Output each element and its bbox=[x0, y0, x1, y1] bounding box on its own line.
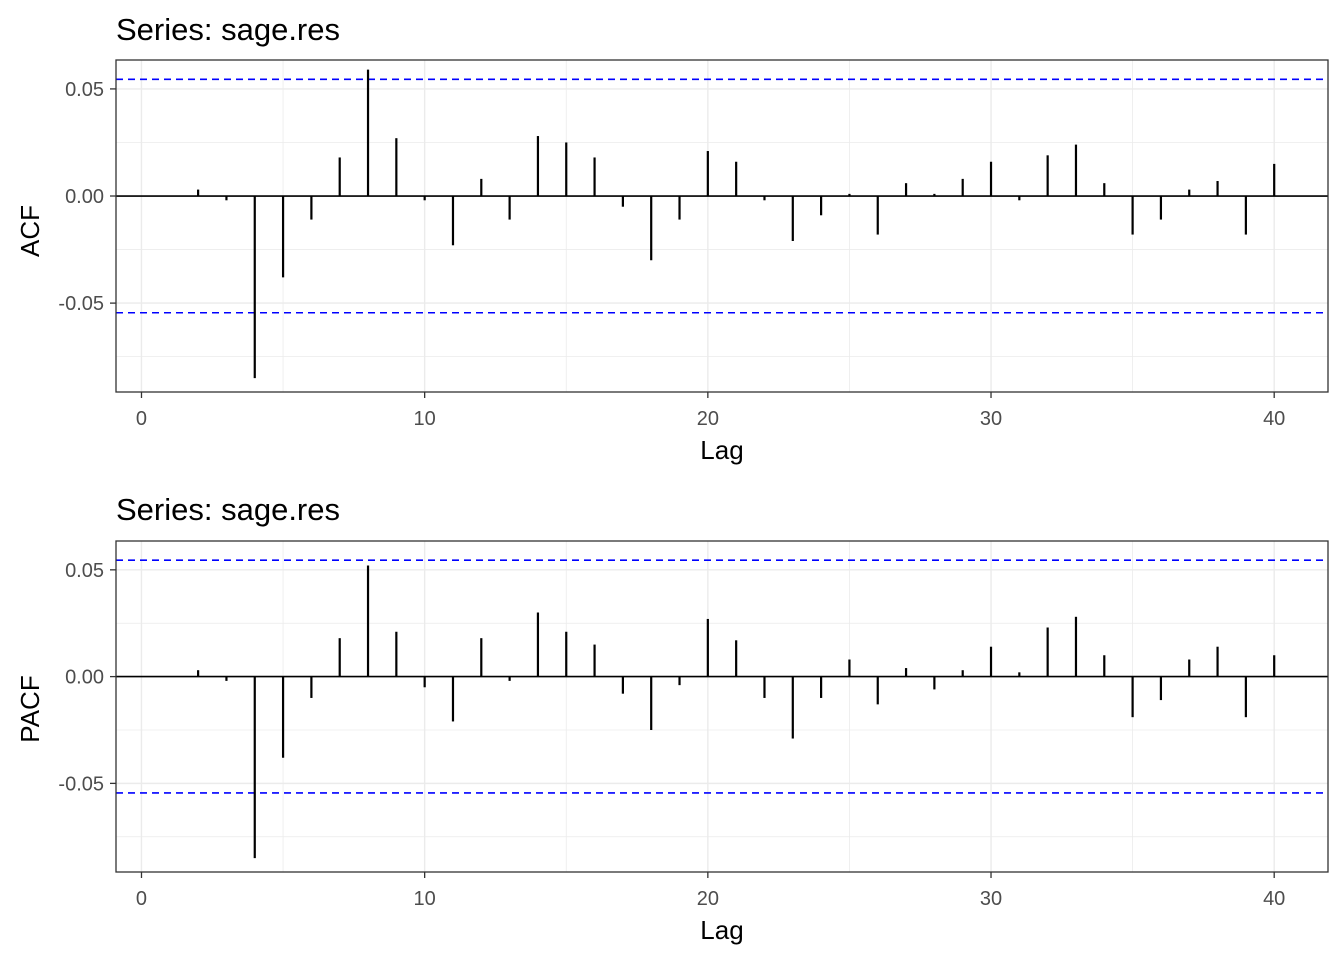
acf-x-tick-label: 20 bbox=[697, 408, 719, 430]
acf-y-axis-title: ACF bbox=[15, 205, 45, 257]
acf-axes: 0 10 20 30 40 -0.05 0.00 0.05 bbox=[58, 79, 1285, 430]
pacf-gridlines bbox=[116, 541, 1328, 872]
acf-x-tick-label: 10 bbox=[414, 408, 436, 430]
pacf-axes: 0 10 20 30 40 -0.05 0.00 0.05 bbox=[58, 560, 1285, 910]
pacf-confidence-bounds bbox=[116, 559, 1328, 794]
acf-y-tick-label: -0.05 bbox=[58, 293, 104, 315]
pacf-panel-border bbox=[115, 540, 1329, 873]
acf-y-tick-label: 0.05 bbox=[65, 79, 104, 101]
pacf-x-tick-label: 20 bbox=[697, 888, 719, 910]
acf-x-tick-label: 30 bbox=[980, 408, 1002, 430]
pacf-y-axis-title: PACF bbox=[15, 675, 45, 742]
pacf-x-tick-label: 30 bbox=[980, 888, 1002, 910]
acf-spikes bbox=[197, 69, 1276, 379]
acf-gridlines bbox=[116, 60, 1328, 392]
pacf-x-axis-title: Lag bbox=[700, 915, 743, 945]
pacf-x-tick-label: 40 bbox=[1263, 888, 1285, 910]
pacf-y-tick-label: 0.05 bbox=[65, 560, 104, 582]
pacf-y-tick-label: 0.00 bbox=[65, 667, 104, 689]
pacf-x-tick-label: 0 bbox=[136, 888, 147, 910]
pacf-spikes bbox=[197, 565, 1276, 859]
pacf-chart-title: Series: sage.res bbox=[116, 492, 340, 527]
acf-y-tick-label: 0.00 bbox=[65, 186, 104, 208]
pacf-y-tick-label: -0.05 bbox=[58, 773, 104, 795]
acf-x-tick-label: 40 bbox=[1263, 408, 1285, 430]
acf-x-axis-title: Lag bbox=[700, 435, 743, 465]
acf-chart-title: Series: sage.res bbox=[116, 12, 340, 47]
acf-panel-border bbox=[115, 59, 1329, 393]
acf-x-tick-label: 0 bbox=[136, 408, 147, 430]
pacf-x-tick-label: 10 bbox=[414, 888, 436, 910]
acf-confidence-bounds bbox=[116, 78, 1328, 314]
pacf-chart: Series: sage.res 0 10 20 30 40-0.050.000.05 … bbox=[15, 492, 1329, 945]
acf-chart: Series: sage.res 0 10 20 30 40-0.050.000.05 … bbox=[15, 12, 1329, 465]
